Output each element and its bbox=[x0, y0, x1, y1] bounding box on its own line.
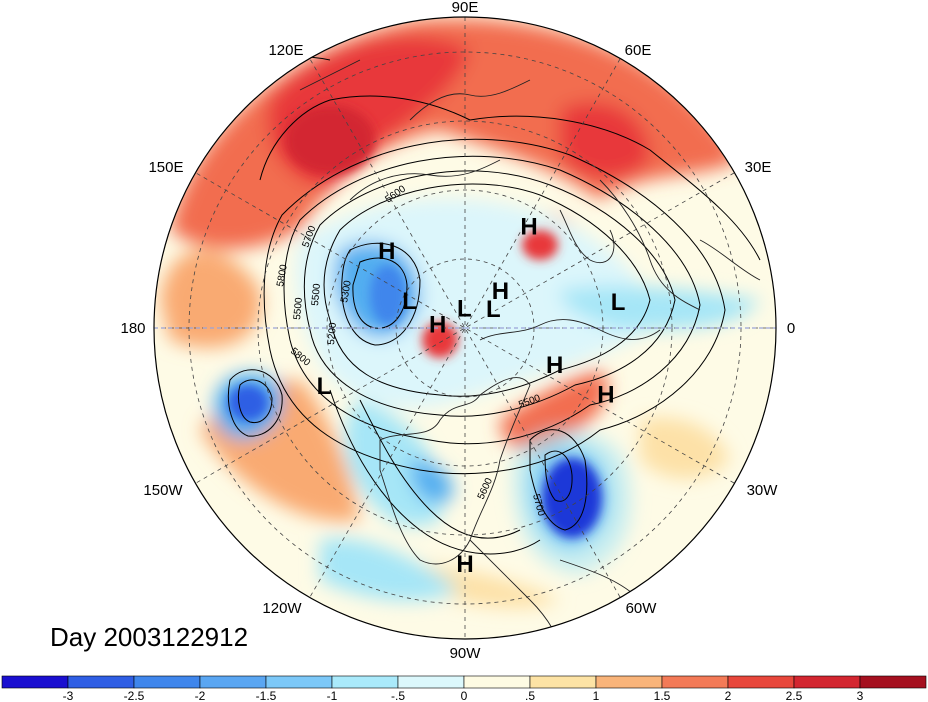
lon-label-90w: 90W bbox=[450, 645, 482, 662]
colorbar-tick-label: 0 bbox=[461, 689, 468, 702]
colorbar-swatch bbox=[793, 675, 861, 689]
lon-label-120w: 120W bbox=[262, 600, 302, 617]
low-pressure-marker: L bbox=[486, 296, 501, 323]
colorbar-swatch bbox=[595, 675, 663, 689]
colorbar-swatch bbox=[67, 675, 135, 689]
high-pressure-marker: H bbox=[520, 213, 537, 240]
contour-label: 5200 bbox=[326, 322, 339, 346]
colorbar: -3 -2.5 -2 -1.5 -1 -.5 0 .5 1 1.5 2 2.5 3 bbox=[1, 675, 927, 702]
high-pressure-marker: H bbox=[378, 238, 395, 265]
high-pressure-marker: H bbox=[429, 312, 446, 339]
high-pressure-marker: H bbox=[456, 551, 473, 578]
lon-label-90e: 90E bbox=[452, 0, 479, 16]
colorbar-tick-label: 2.5 bbox=[786, 689, 803, 702]
colorbar-tick-label: -3 bbox=[63, 689, 74, 702]
map-boundary bbox=[153, 16, 777, 640]
colorbar-swatch bbox=[859, 675, 927, 689]
longitude-labels: 90E 60E 30E 0 30W 60W 90W 120W 150W 180 … bbox=[120, 0, 795, 662]
contour-label: 5500 bbox=[310, 283, 323, 307]
height-contours bbox=[179, 55, 761, 555]
contour-label: 5300 bbox=[339, 279, 354, 303]
high-pressure-marker: H bbox=[492, 278, 509, 305]
colorbar-swatch bbox=[133, 675, 201, 689]
high-pressure-marker: H bbox=[546, 352, 563, 379]
warm-pacific-west bbox=[160, 250, 262, 348]
contour-label: 5800 bbox=[275, 263, 290, 287]
colorbar-swatch bbox=[727, 675, 795, 689]
colorbar-swatch bbox=[265, 675, 333, 689]
lon-label-120e: 120E bbox=[268, 42, 303, 59]
lon-label-30w: 30W bbox=[747, 482, 779, 499]
colorbar-swatch bbox=[1, 675, 69, 689]
warm-atlantic-east bbox=[640, 417, 730, 479]
low-pressure-marker: L bbox=[457, 295, 472, 322]
colorbar-swatch bbox=[661, 675, 729, 689]
colorbar-tick-label: -1.5 bbox=[256, 689, 277, 702]
low-pressure-marker: L bbox=[317, 373, 332, 400]
contour-label: 5500 bbox=[292, 297, 305, 321]
cold-north-america bbox=[344, 400, 442, 527]
cold-canada-core bbox=[410, 460, 453, 504]
lon-label-60w: 60W bbox=[626, 600, 658, 617]
colorbar-tick-label: 1 bbox=[593, 689, 600, 702]
colorbar-tick-label: -1 bbox=[327, 689, 338, 702]
colorbar-tick-label: -.5 bbox=[391, 689, 405, 702]
lon-label-150e: 150E bbox=[148, 159, 183, 176]
colorbar-tick-label: -2 bbox=[195, 689, 206, 702]
colorbar-tick-label: 1.5 bbox=[654, 689, 671, 702]
colorbar-swatch bbox=[463, 675, 531, 689]
lon-label-0: 0 bbox=[787, 320, 795, 337]
colorbar-tick-label: 2 bbox=[725, 689, 732, 702]
lon-label-150w: 150W bbox=[143, 482, 183, 499]
colorbar-tick-label: -2.5 bbox=[124, 689, 145, 702]
lon-label-180: 180 bbox=[120, 320, 145, 337]
colorbar-swatch bbox=[529, 675, 597, 689]
day-label: Day 2003122912 bbox=[50, 622, 248, 652]
lon-label-30e: 30E bbox=[745, 159, 772, 176]
lon-label-60e: 60E bbox=[625, 42, 652, 59]
low-pressure-marker: L bbox=[611, 289, 626, 316]
warm-atlantic-band bbox=[500, 370, 608, 451]
colorbar-swatch bbox=[199, 675, 267, 689]
cold-gulf bbox=[320, 538, 460, 601]
colorbar-swatch bbox=[397, 675, 465, 689]
low-pressure-marker: L bbox=[402, 288, 417, 315]
cold-eurasia-belt bbox=[560, 285, 760, 330]
colorbar-tick-label: .5 bbox=[525, 689, 535, 702]
colorbar-tick-label: 3 bbox=[857, 689, 864, 702]
high-pressure-marker: H bbox=[597, 382, 614, 409]
temperature-anomaly-field bbox=[154, 17, 776, 639]
colorbar-swatch bbox=[331, 675, 399, 689]
warm-core-europe bbox=[560, 102, 650, 179]
